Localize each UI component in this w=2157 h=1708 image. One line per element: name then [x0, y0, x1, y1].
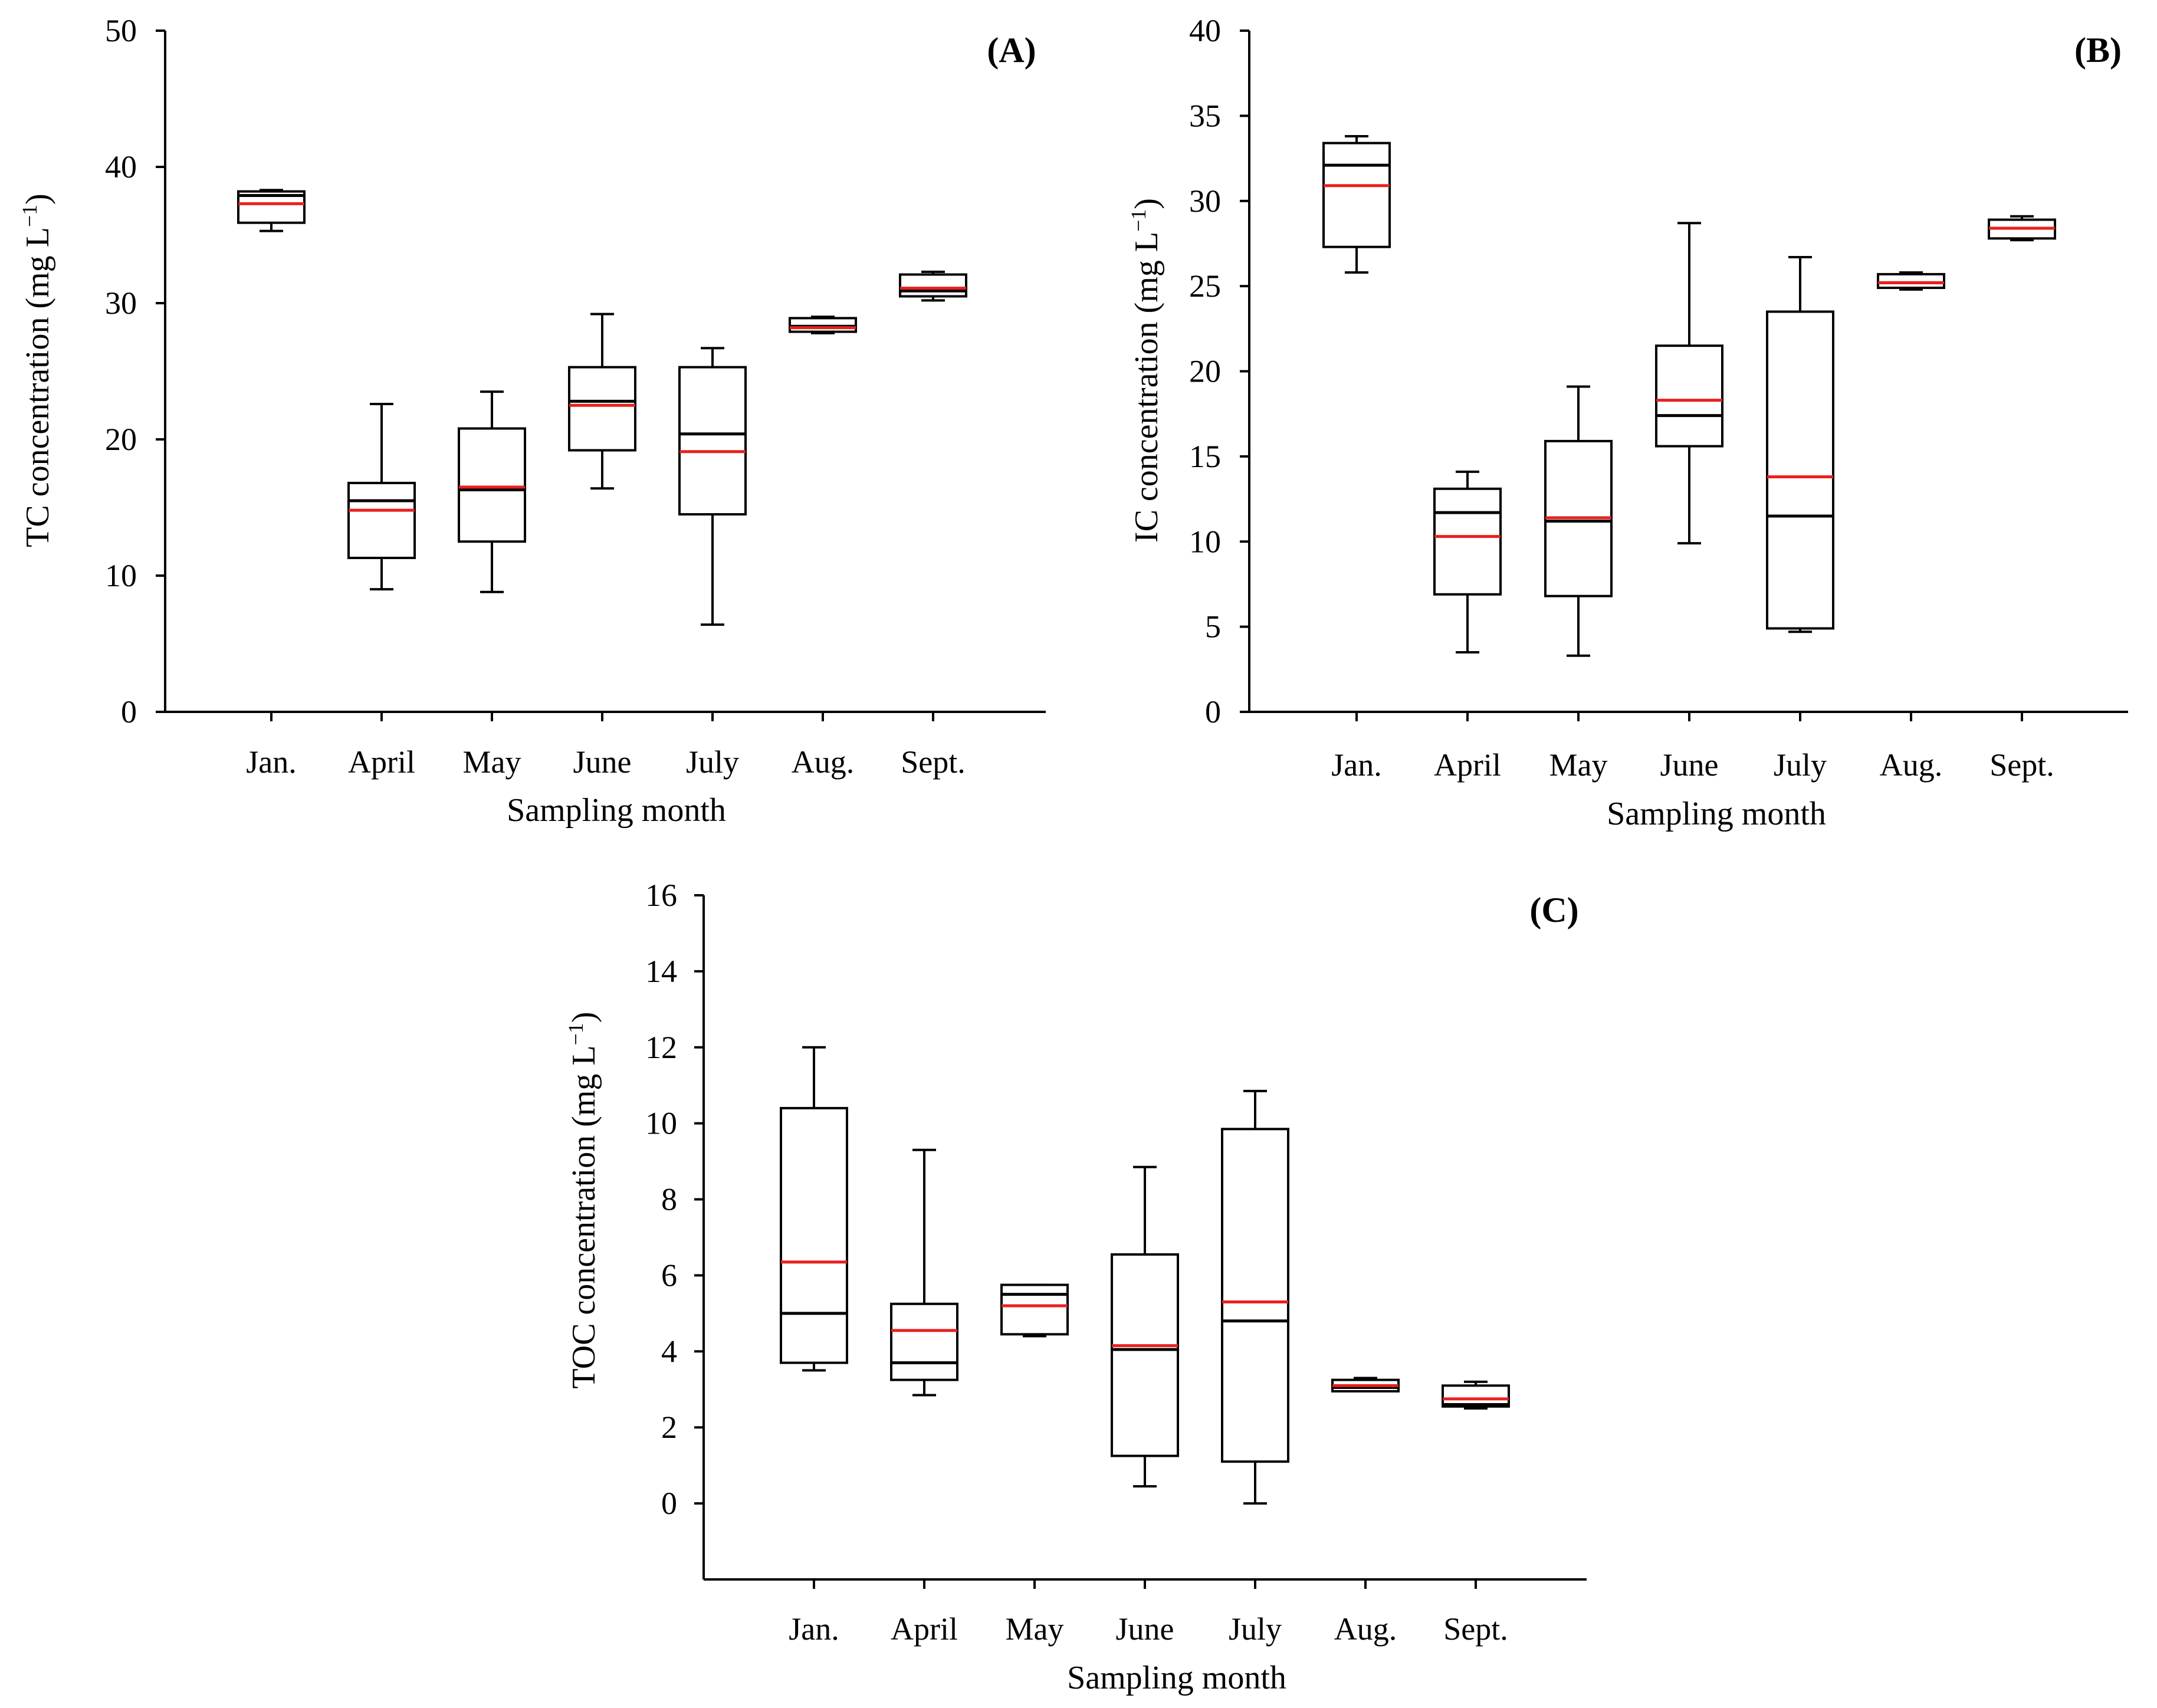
- panel-b-tag: (B): [2074, 31, 2122, 70]
- panel-b-y-tick-label: 20: [1189, 354, 1221, 389]
- panel-b-y-tick-label: 40: [1189, 13, 1221, 48]
- panel-c-x-tick-label: Aug.: [1334, 1611, 1397, 1647]
- panel-c-box: [1442, 1384, 1510, 1408]
- panel-a-x-axis-title: Sampling month: [507, 792, 726, 829]
- panel-a-y-tick-label: 20: [105, 422, 137, 457]
- panel-c-y-tick-label: 16: [645, 878, 677, 913]
- panel-a-x-tick-label: Jan.: [246, 744, 296, 780]
- panel-c-y-axis-title-sup: −1: [564, 1023, 587, 1045]
- panel-b-y-tick-label: 15: [1189, 439, 1221, 474]
- panel-a-tag: (A): [987, 31, 1036, 70]
- panel-a-y-axis-title-close: ): [19, 193, 56, 205]
- panel-b-x-tick-label: May: [1549, 747, 1608, 783]
- panel-b-x-tick-label: Aug.: [1880, 747, 1943, 783]
- panel-c-y-tick-label: 2: [661, 1410, 677, 1445]
- panel-c-y-tick-label: 6: [661, 1257, 677, 1293]
- panel-c-x-tick-label: June: [1116, 1611, 1174, 1647]
- panel-a-box: [347, 481, 416, 559]
- panel-b-y-tick-label: 10: [1189, 524, 1221, 559]
- panel-c-box: [1000, 1283, 1069, 1336]
- panel-b-y-tick-label: 35: [1189, 98, 1221, 133]
- panel-c-x-tick-label: Sept.: [1443, 1611, 1508, 1647]
- panel-b-x-tick-label: June: [1660, 747, 1719, 783]
- panel-a-box: [678, 366, 747, 516]
- panel-b-x-axis-title: Sampling month: [1607, 796, 1826, 832]
- panel-b: (B) Sampling month IC concentration (mg …: [1127, 13, 2128, 832]
- panel-b-box: [1433, 487, 1502, 596]
- panel-b-y-tick-label: 5: [1205, 609, 1221, 645]
- panel-b-y-tick-label: 30: [1189, 183, 1221, 219]
- panel-c-x-axis-title: Sampling month: [1067, 1660, 1286, 1696]
- panel-a-box: [458, 427, 526, 543]
- panel-b-x-tick-label: Sept.: [1989, 747, 2054, 783]
- panel-a-x-tick-label: Aug.: [792, 744, 855, 780]
- panel-a-y-axis-title-main: TC concentration (mg L: [19, 227, 56, 547]
- panel-c-y-tick-label: 8: [661, 1182, 677, 1217]
- panel-b-y-axis-title-sup: −1: [1127, 209, 1150, 232]
- panel-c-y-axis-title-main: TOC concentration (mg L: [566, 1045, 602, 1388]
- panel-a-y-axis-title-sup: −1: [18, 205, 41, 227]
- panel-a-y-tick-label: 0: [121, 694, 137, 730]
- panel-b-x-tick-label: April: [1434, 747, 1501, 783]
- panel-a-y-tick-label: 50: [105, 13, 137, 48]
- panel-a: (A) Sampling month TC concentration (mg …: [18, 13, 1046, 829]
- panel-a-box: [568, 366, 636, 452]
- panel-b-box: [1655, 344, 1723, 448]
- panel-a-y-axis-title: TC concentration (mg L−1): [18, 193, 56, 547]
- panel-c-y-axis-title-close: ): [566, 1011, 602, 1023]
- panel-c-tag: (C): [1529, 891, 1578, 929]
- panel-b-y-axis-title: IC concentration (mg L−1): [1127, 198, 1165, 543]
- panel-c-y-tick-label: 12: [645, 1030, 677, 1065]
- panel-b-box: [1322, 142, 1391, 248]
- panel-a-x-tick-label: July: [686, 744, 739, 780]
- panel-b-y-axis-title-main: IC concentration (mg L: [1128, 232, 1165, 543]
- panel-c-y-tick-label: 0: [661, 1486, 677, 1521]
- panel-c-y-axis-title: TOC concentration (mg L−1): [564, 1011, 602, 1388]
- panel-c-y-tick-label: 4: [661, 1333, 677, 1369]
- panel-c-box: [1111, 1253, 1179, 1457]
- panel-c-x-tick-label: May: [1006, 1611, 1064, 1647]
- panel-b-box: [1766, 310, 1834, 630]
- panel-b-x-tick-label: Jan.: [1331, 747, 1381, 783]
- panel-a-x-tick-label: May: [463, 744, 521, 780]
- panel-c-box: [1221, 1128, 1289, 1463]
- panel-c-box: [780, 1106, 848, 1364]
- panel-c-x-tick-label: Jan.: [789, 1611, 839, 1647]
- panel-a-y-tick-label: 10: [105, 558, 137, 593]
- panel-c: (C) Sampling month TOC concentration (mg…: [564, 878, 1587, 1696]
- panel-b-x-tick-label: July: [1774, 747, 1827, 783]
- panel-a-x-tick-label: April: [348, 744, 415, 780]
- panel-c-x-tick-label: July: [1229, 1611, 1282, 1647]
- panel-c-x-tick-label: April: [891, 1611, 958, 1647]
- panel-b-y-axis-title-close: ): [1128, 198, 1165, 209]
- panel-a-x-tick-label: Sept.: [901, 744, 966, 780]
- panel-b-y-tick-label: 0: [1205, 694, 1221, 730]
- panel-a-box: [899, 273, 967, 298]
- panel-c-box: [890, 1302, 958, 1381]
- panel-a-y-tick-label: 30: [105, 285, 137, 321]
- panel-b-box: [1877, 272, 1945, 290]
- panel-c-y-tick-label: 14: [645, 954, 677, 989]
- panel-c-y-tick-label: 10: [645, 1106, 677, 1141]
- panel-a-x-tick-label: June: [573, 744, 632, 780]
- panel-b-y-tick-label: 25: [1189, 268, 1221, 304]
- panel-a-y-tick-label: 40: [105, 149, 137, 185]
